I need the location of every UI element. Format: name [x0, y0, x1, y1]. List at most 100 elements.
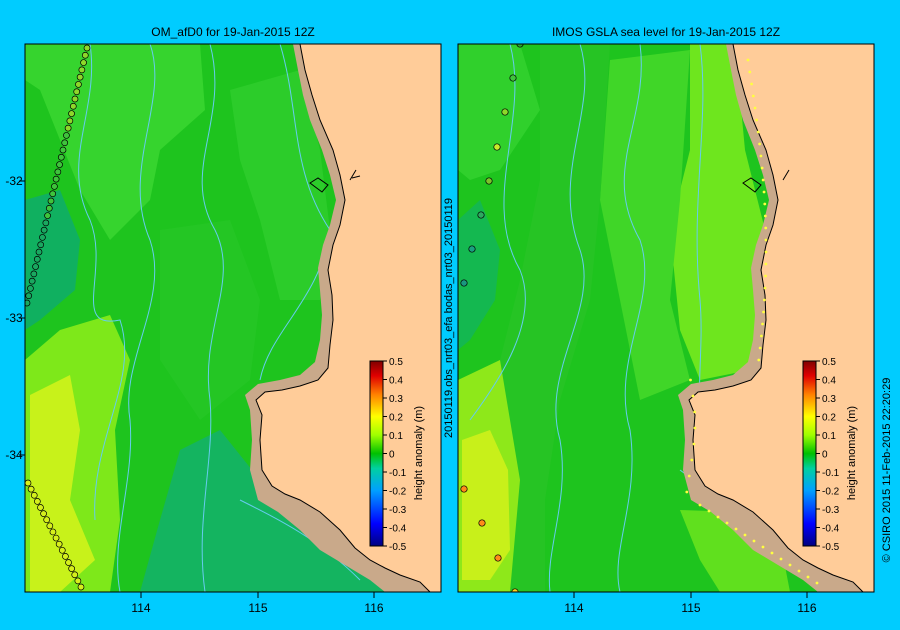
- track-marker: [40, 226, 48, 234]
- obs-point: [689, 378, 692, 382]
- track-marker: [74, 577, 82, 585]
- obs-point: [797, 569, 801, 573]
- obs-point: [707, 509, 711, 513]
- track-marker: [81, 51, 89, 59]
- track-marker: [71, 95, 79, 103]
- colorbar-tick-label: 0.5: [822, 357, 836, 368]
- track-marker: [39, 234, 46, 241]
- obs-point: [788, 563, 792, 567]
- left-region-southwest-core: [30, 375, 95, 592]
- track-marker: [477, 211, 485, 219]
- colorbar-tick-label: -0.1: [389, 468, 407, 479]
- right-track-markers: [460, 44, 524, 592]
- track-marker: [25, 299, 31, 307]
- track-marker: [25, 479, 32, 487]
- track-marker: [73, 88, 81, 96]
- track-marker: [77, 583, 85, 591]
- colorbar-tick-label: -0.5: [822, 542, 840, 553]
- track-marker: [516, 44, 524, 48]
- track-marker: [51, 183, 58, 190]
- track-marker: [30, 491, 38, 499]
- obs-point: [725, 521, 729, 525]
- obs-point: [761, 322, 764, 326]
- obs-point: [716, 515, 720, 519]
- obs-point: [762, 310, 765, 314]
- track-marker: [56, 161, 63, 168]
- right-obs-points: [685, 58, 819, 585]
- y-tick-label: -33: [5, 311, 23, 325]
- colorbar-tick-label: -0.4: [822, 524, 840, 535]
- obs-point: [748, 70, 752, 74]
- left-contours: [78, 44, 361, 592]
- track-marker: [37, 504, 44, 511]
- obs-point: [758, 346, 762, 350]
- obs-point: [760, 334, 763, 338]
- left-y-axis: -32 -33 -34: [5, 174, 25, 462]
- right-region-west: [458, 200, 500, 350]
- obs-point: [752, 539, 756, 543]
- track-marker: [27, 485, 35, 493]
- y-tick-label: -32: [5, 174, 23, 188]
- obs-point: [764, 250, 768, 254]
- track-marker: [66, 117, 74, 125]
- obs-point: [761, 545, 765, 549]
- obs-point: [815, 581, 819, 585]
- left-estuary: [309, 169, 361, 193]
- colorbar-tick-label: 0.2: [822, 413, 836, 424]
- track-marker: [45, 204, 53, 212]
- right-x-axis: 114 115 116: [564, 592, 817, 615]
- left-x-axis: 114 115 116: [131, 592, 384, 615]
- obs-point: [759, 154, 763, 158]
- track-marker: [43, 516, 51, 524]
- x-tick-label: 115: [248, 601, 267, 615]
- x-tick-label: 114: [564, 601, 583, 615]
- copyright-label: © CSIRO 2015 11-Feb-2015 22:20:29: [881, 378, 893, 563]
- colorbar-tick-label: -0.5: [389, 542, 407, 553]
- obs-point: [757, 358, 761, 362]
- track-marker: [485, 177, 493, 185]
- track-marker: [59, 146, 67, 154]
- obs-point: [764, 238, 768, 242]
- right-title: IMOS GSLA sea level for 19-Jan-2015 12Z: [552, 25, 780, 39]
- colorbar-tick-label: 0: [389, 450, 395, 461]
- track-marker: [52, 534, 60, 542]
- obs-point: [746, 58, 750, 62]
- left-colorbar-label: height anomaly (m): [413, 406, 425, 500]
- track-marker: [44, 212, 51, 219]
- obs-point: [760, 166, 764, 170]
- colorbar-tick-label: 0.3: [389, 394, 403, 405]
- obs-point: [762, 298, 766, 302]
- track-marker: [34, 498, 41, 505]
- left-coastline: [255, 44, 431, 592]
- track-marker: [33, 255, 41, 263]
- x-tick-label: 116: [364, 601, 383, 615]
- track-marker: [27, 285, 34, 292]
- obs-point: [753, 106, 757, 110]
- track-marker: [58, 546, 66, 554]
- colorbar-tick-label: 0.2: [389, 413, 403, 424]
- left-map: [25, 44, 441, 592]
- right-region-northwest: [458, 44, 540, 180]
- colorbar-tick-label: -0.3: [822, 505, 840, 516]
- track-marker: [68, 565, 75, 572]
- track-marker: [54, 168, 62, 176]
- obs-point: [770, 551, 774, 555]
- colorbar-tick-label: -0.2: [822, 487, 840, 498]
- track-marker: [460, 485, 468, 493]
- colorbar-tick-label: -0.4: [389, 524, 407, 535]
- obs-point: [806, 575, 810, 579]
- obs-point: [755, 118, 759, 122]
- track-marker: [76, 73, 84, 81]
- y-tick-label: -34: [5, 448, 23, 462]
- track-marker: [32, 263, 39, 270]
- right-region-southwest-core: [462, 430, 510, 580]
- colorbar-tick-label: -0.3: [389, 505, 407, 516]
- track-marker: [25, 292, 33, 300]
- track-marker: [65, 559, 72, 566]
- obs-point: [779, 557, 783, 561]
- track-marker: [71, 571, 79, 579]
- track-marker: [493, 143, 501, 151]
- track-marker: [63, 132, 70, 139]
- left-region-east: [230, 70, 330, 300]
- track-marker: [75, 81, 82, 88]
